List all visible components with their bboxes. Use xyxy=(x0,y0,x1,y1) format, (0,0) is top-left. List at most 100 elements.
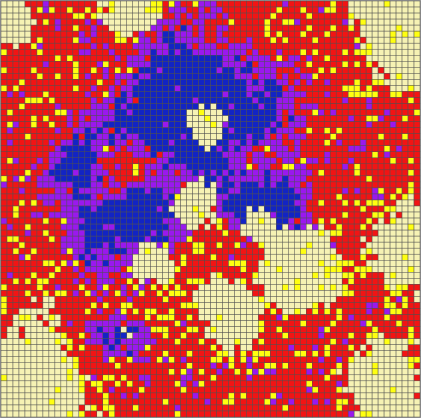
cell xyxy=(335,0,343,8)
cell xyxy=(24,127,32,134)
cell xyxy=(341,18,349,26)
cell xyxy=(335,145,343,152)
cell xyxy=(84,229,92,237)
cell xyxy=(6,163,14,171)
cell xyxy=(383,61,391,68)
cell xyxy=(168,368,175,376)
cell xyxy=(413,356,421,363)
cell xyxy=(42,205,50,213)
cell xyxy=(150,97,157,104)
cell xyxy=(294,169,301,177)
cell xyxy=(114,386,121,394)
cell xyxy=(329,145,337,152)
cell xyxy=(162,272,169,279)
cell xyxy=(300,320,307,327)
cell xyxy=(264,356,271,363)
cell xyxy=(144,121,151,128)
cell xyxy=(24,290,32,297)
cell xyxy=(288,266,295,273)
cell xyxy=(54,326,62,333)
cell xyxy=(24,302,32,309)
cell xyxy=(264,18,271,26)
cell xyxy=(120,151,127,159)
cell xyxy=(282,73,289,80)
cell xyxy=(174,241,181,249)
cell xyxy=(66,67,74,74)
cell xyxy=(6,356,14,363)
cell xyxy=(383,97,391,104)
cell xyxy=(234,368,241,376)
cell xyxy=(371,338,379,345)
cell xyxy=(240,103,247,110)
cell xyxy=(108,61,115,68)
cell xyxy=(186,296,193,303)
cell xyxy=(317,314,325,321)
cell xyxy=(180,181,187,189)
cell xyxy=(90,253,98,261)
cell xyxy=(90,18,98,26)
cell xyxy=(96,48,104,56)
cell xyxy=(12,193,20,201)
cell xyxy=(6,103,14,110)
cell xyxy=(341,368,349,376)
cell xyxy=(30,139,38,146)
cell xyxy=(132,79,139,86)
cell xyxy=(36,121,44,128)
cell xyxy=(138,272,145,279)
cell xyxy=(222,79,229,86)
cell xyxy=(306,67,313,74)
cell xyxy=(240,175,247,183)
cell xyxy=(90,163,98,171)
cell xyxy=(276,296,283,303)
cell xyxy=(120,48,127,56)
cell xyxy=(353,247,361,255)
cell xyxy=(240,42,247,50)
cell xyxy=(389,266,397,273)
cell xyxy=(359,362,367,370)
cell xyxy=(162,42,169,50)
cell xyxy=(108,308,115,315)
cell xyxy=(240,302,247,309)
cell xyxy=(329,133,337,140)
cell xyxy=(42,187,50,195)
cell xyxy=(341,205,349,213)
cell xyxy=(347,338,355,345)
cell xyxy=(84,386,92,394)
cell xyxy=(126,338,133,345)
cell xyxy=(234,362,241,370)
cell xyxy=(383,320,391,327)
cell xyxy=(359,229,367,237)
cell xyxy=(24,338,32,345)
cell xyxy=(108,338,115,345)
cell xyxy=(323,67,331,74)
cell xyxy=(317,296,325,303)
cell xyxy=(48,169,56,177)
cell xyxy=(288,380,295,388)
cell xyxy=(383,326,391,333)
cell xyxy=(216,223,223,231)
cell xyxy=(312,404,319,412)
cell xyxy=(222,205,229,213)
cell xyxy=(0,260,8,267)
cell xyxy=(144,272,151,279)
cell xyxy=(150,284,157,291)
cell xyxy=(246,223,253,231)
cell xyxy=(144,266,151,273)
cell xyxy=(335,386,343,394)
cell xyxy=(144,229,151,237)
cell xyxy=(0,163,8,171)
cell xyxy=(78,187,86,195)
cell xyxy=(389,223,397,231)
cell xyxy=(216,79,223,86)
cell xyxy=(288,404,295,412)
cell xyxy=(78,356,86,363)
cell xyxy=(270,338,277,345)
cell xyxy=(192,410,199,418)
cell xyxy=(132,30,139,38)
cell xyxy=(413,139,421,146)
cell xyxy=(192,338,199,345)
cell xyxy=(90,0,98,8)
cell xyxy=(389,24,397,32)
cell xyxy=(84,266,92,273)
cell xyxy=(24,187,32,195)
